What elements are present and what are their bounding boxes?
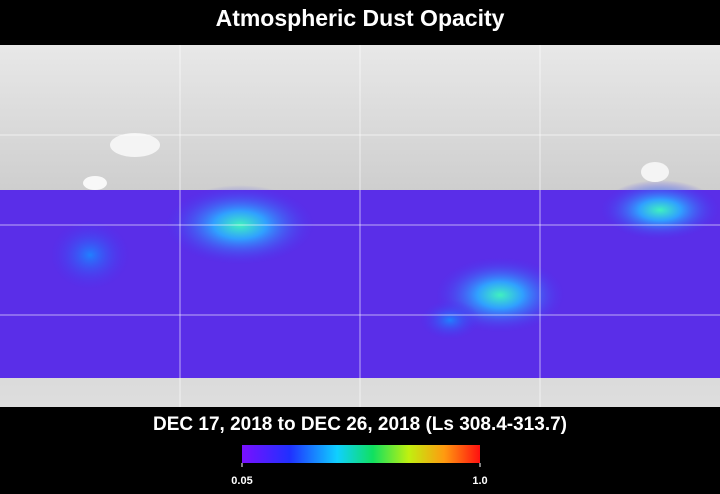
colorbar bbox=[242, 445, 480, 463]
volcano bbox=[83, 176, 107, 190]
colorbar-label: 0.05 bbox=[231, 475, 252, 487]
dust-region bbox=[600, 180, 720, 240]
volcano bbox=[641, 162, 669, 182]
colorbar-label: 1.0 bbox=[472, 475, 487, 487]
date-range: DEC 17, 2018 to DEC 26, 2018 (Ls 308.4-3… bbox=[153, 414, 567, 435]
volcano bbox=[110, 133, 160, 157]
title: Atmospheric Dust Opacity bbox=[216, 5, 505, 31]
dust-region bbox=[50, 220, 130, 290]
graticule bbox=[0, 45, 720, 407]
map bbox=[0, 45, 720, 407]
dust-region bbox=[420, 300, 480, 340]
